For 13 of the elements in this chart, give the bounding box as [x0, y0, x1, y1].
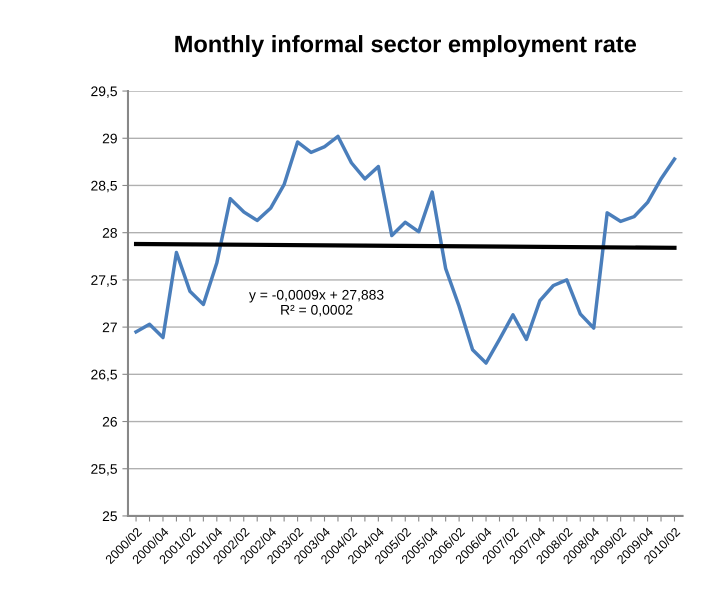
y-tick-label: 26,5 [91, 370, 117, 382]
y-tick-label: 28 [102, 228, 117, 238]
line-series [134, 134, 676, 365]
y-tick-label: 29,5 [91, 86, 117, 98]
chart-title: Monthly informal sector employment rate [175, 35, 636, 58]
y-tick-label: 27 [102, 322, 117, 332]
annotation: y = -0,0009x + 27,883 R² = 0,0002 [249, 290, 384, 316]
y-tick-label: 25,5 [91, 464, 117, 476]
y-tick-label: 27,5 [91, 275, 117, 287]
y-tick-label: 28,5 [91, 180, 117, 192]
y-tick-label: 25 [102, 511, 117, 522]
y-tick-label: 29 [102, 134, 117, 144]
y-tick-label: 26 [102, 416, 117, 427]
